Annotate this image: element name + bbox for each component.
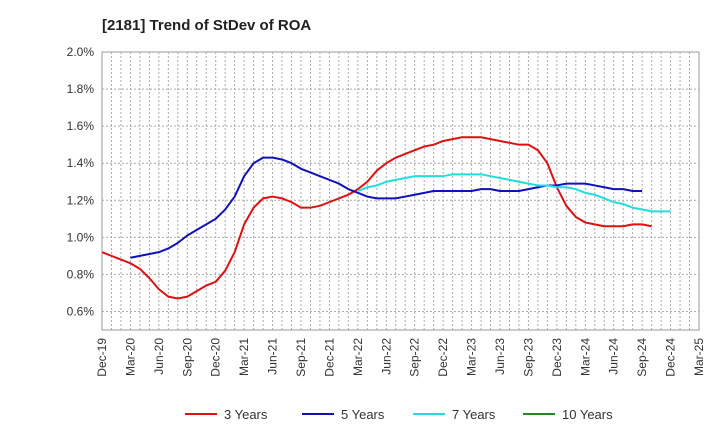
x-tick-label: Jun-22 — [379, 338, 393, 375]
series-line-5-years — [130, 156, 643, 259]
x-tick-label: Jun-20 — [152, 338, 166, 375]
series-line-7-years — [357, 173, 671, 213]
x-tick-label: Dec-22 — [436, 338, 450, 377]
legend-label: 5 Years — [341, 407, 385, 422]
legend: 3 Years 5 Years 7 Years 10 Years — [185, 407, 613, 422]
x-tick-label: Sep-20 — [180, 338, 194, 377]
x-tick-label: Sep-22 — [408, 338, 422, 377]
x-axis-ticks: Dec-19 Mar-20 Jun-20 Sep-20 Dec-20 Mar-21 Jun-… — [95, 338, 706, 377]
y-tick-label: 1.2% — [67, 193, 95, 207]
x-tick-label: Mar-20 — [123, 338, 137, 376]
x-tick-label: Dec-19 — [95, 338, 109, 377]
series-layer — [101, 136, 671, 300]
x-tick-label: Mar-22 — [351, 338, 365, 376]
x-tick-label: Jun-24 — [607, 338, 621, 375]
legend-label: 3 Years — [224, 407, 268, 422]
y-tick-label: 1.0% — [67, 230, 95, 244]
grid — [102, 52, 699, 330]
chart-title: [2181] Trend of StDev of ROA — [102, 17, 311, 34]
x-tick-label: Mar-23 — [465, 338, 479, 376]
legend-label: 10 Years — [562, 407, 613, 422]
x-tick-label: Mar-24 — [578, 338, 592, 376]
y-tick-label: 1.4% — [67, 156, 95, 170]
series-line-3-years — [101, 136, 652, 300]
x-tick-label: Sep-23 — [521, 338, 535, 377]
x-tick-label: Dec-24 — [664, 338, 678, 377]
x-tick-label: Mar-21 — [237, 338, 251, 376]
x-tick-label: Dec-23 — [550, 338, 564, 377]
x-tick-label: Dec-21 — [322, 338, 336, 377]
y-tick-label: 1.8% — [67, 82, 95, 96]
plot-area — [101, 51, 700, 331]
x-tick-label: Mar-25 — [692, 338, 706, 376]
x-tick-label: Sep-21 — [294, 338, 308, 377]
y-tick-label: 1.6% — [67, 119, 95, 133]
y-axis-ticks: 0.6% 0.8% 1.0% 1.2% 1.4% 1.6% 1.8% 2.0% — [67, 45, 95, 318]
y-tick-label: 0.6% — [67, 304, 95, 318]
y-tick-label: 0.8% — [67, 267, 95, 281]
y-tick-label: 2.0% — [67, 45, 95, 59]
x-tick-label: Sep-24 — [635, 338, 649, 377]
x-tick-label: Dec-20 — [209, 338, 223, 377]
legend-label: 7 Years — [452, 407, 496, 422]
x-tick-label: Jun-23 — [493, 338, 507, 375]
x-tick-label: Jun-21 — [266, 338, 280, 375]
